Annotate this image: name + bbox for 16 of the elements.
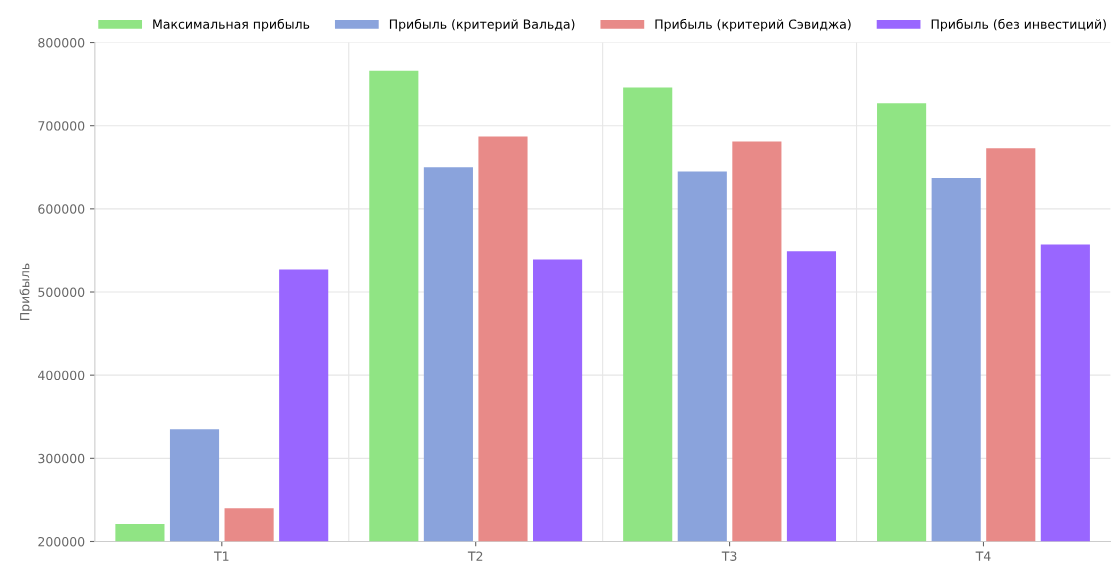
- y-axis-title: Прибыль: [19, 263, 32, 320]
- x-tick-label: T4: [975, 551, 991, 561]
- x-tick-label: T1: [213, 551, 229, 561]
- legend-label: Прибыль (критерий Вальда): [389, 18, 575, 32]
- y-tick-label: 200000: [38, 536, 85, 547]
- y-tick-label: 600000: [38, 204, 85, 214]
- legend-label: Максимальная прибыль: [153, 18, 310, 32]
- y-tick-label: 800000: [38, 38, 85, 48]
- x-tick-label: T2: [467, 551, 483, 561]
- legend-label: Прибыль (критерий Сэвиджа): [655, 18, 851, 32]
- y-tick-label: 400000: [38, 370, 85, 381]
- y-tick-label: 700000: [38, 121, 85, 131]
- x-tick-label: T3: [721, 551, 737, 561]
- y-tick-label: 500000: [38, 287, 85, 297]
- legend-label: Прибыль (без инвестиций): [931, 18, 1106, 32]
- y-tick-label: 300000: [38, 453, 85, 464]
